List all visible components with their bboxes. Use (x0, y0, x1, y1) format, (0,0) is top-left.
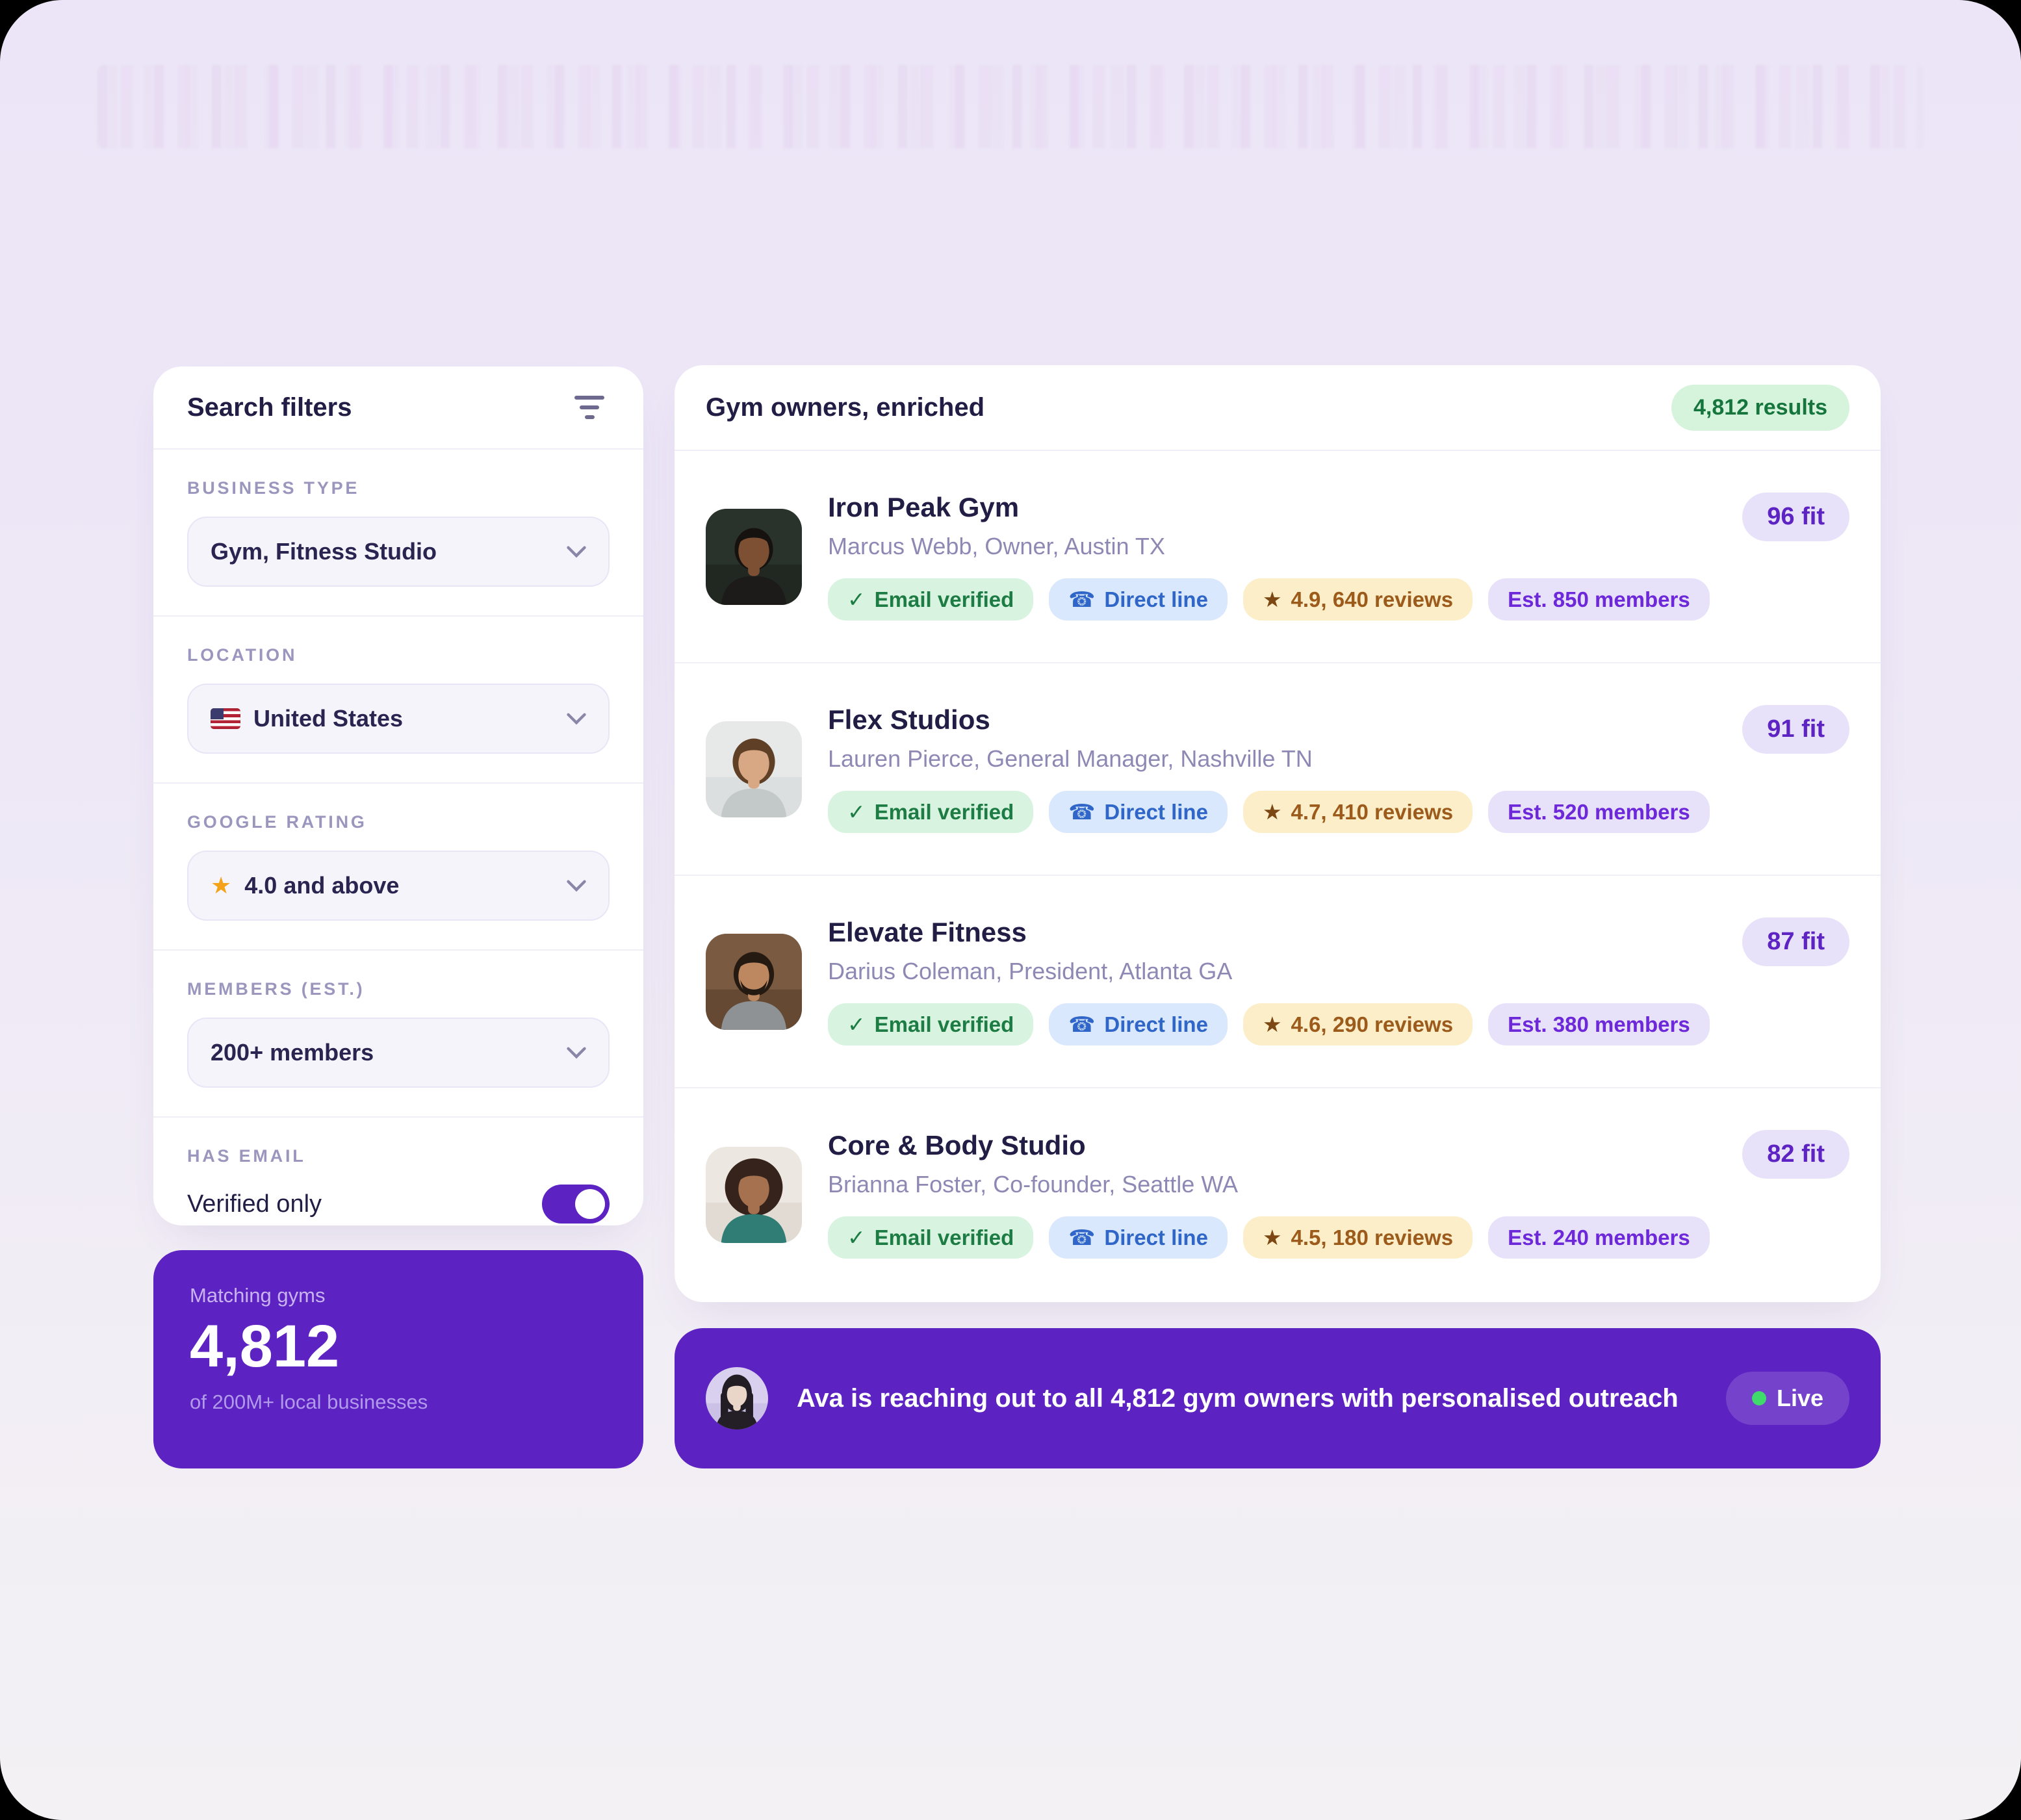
star-icon: ★ (1262, 1225, 1282, 1250)
matching-gyms-count: 4,812 (190, 1313, 340, 1379)
members-badge: Est. 380 members (1488, 1003, 1710, 1046)
members-value: 200+ members (211, 1039, 374, 1066)
members-badge: Est. 850 members (1488, 578, 1710, 621)
direct-line-badge: ☎ Direct line (1049, 1003, 1228, 1046)
avatar (706, 933, 802, 1030)
business-type-value: Gym, Fitness Studio (211, 538, 437, 565)
star-icon: ★ (1262, 1012, 1282, 1037)
filter-group-location: LOCATION United States (153, 617, 643, 784)
gym-owner-subtitle: Brianna Foster, Co-founder, Seattle WA (828, 1171, 1238, 1198)
fit-score-badge: 91 fit (1742, 705, 1849, 754)
check-icon: ✓ (847, 1225, 866, 1250)
gym-name: Elevate Fitness (828, 916, 1027, 947)
check-icon: ✓ (847, 587, 866, 612)
email-verified-badge: ✓ Email verified (828, 1003, 1034, 1046)
filter-label: BUSINESS TYPE (187, 478, 360, 498)
live-label: Live (1776, 1385, 1823, 1411)
filter-label: HAS EMAIL (187, 1146, 306, 1166)
star-icon: ★ (1262, 587, 1282, 612)
phone-icon: ☎ (1068, 1225, 1096, 1250)
phone-icon: ☎ (1068, 587, 1096, 612)
location-value: United States (253, 705, 404, 732)
fit-score-badge: 96 fit (1742, 493, 1849, 541)
filter-group-members: MEMBERS (EST.) 200+ members (153, 951, 643, 1118)
check-icon: ✓ (847, 1012, 866, 1037)
search-filters-panel: Search filters BUSINESS TYPE Gym, Fitnes… (153, 366, 643, 1225)
filter-label: MEMBERS (EST.) (187, 979, 365, 999)
matching-gyms-card: Matching gyms 4,812 of 200M+ local busin… (153, 1250, 643, 1468)
gym-name: Iron Peak Gym (828, 491, 1020, 522)
google-rating-select[interactable]: ★ 4.0 and above (187, 851, 610, 921)
direct-line-badge: ☎ Direct line (1049, 1216, 1228, 1259)
live-status-badge: Live (1725, 1372, 1849, 1425)
email-verified-badge: ✓ Email verified (828, 1216, 1034, 1259)
matching-gyms-label: Matching gyms (190, 1284, 326, 1307)
gym-list-item[interactable]: Iron Peak Gym Marcus Webb, Owner, Austin… (675, 451, 1881, 663)
avatar (706, 721, 802, 817)
gym-list-item[interactable]: Flex Studios Lauren Pierce, General Mana… (675, 663, 1881, 876)
members-badge: Est. 520 members (1488, 791, 1710, 834)
results-count-badge: 4,812 results (1671, 384, 1849, 431)
direct-line-badge: ☎ Direct line (1049, 578, 1228, 621)
live-dot-icon (1751, 1391, 1766, 1405)
filter-label: GOOGLE RATING (187, 812, 367, 832)
us-flag-icon (211, 708, 240, 729)
verified-only-label: Verified only (187, 1190, 322, 1218)
email-verified-badge: ✓ Email verified (828, 578, 1034, 621)
members-badge: Est. 240 members (1488, 1216, 1710, 1259)
chevron-down-icon (567, 546, 586, 558)
filter-funnel-icon[interactable] (569, 391, 610, 424)
gym-list-item[interactable]: Elevate Fitness Darius Coleman, Presiden… (675, 876, 1881, 1088)
gym-name: Flex Studios (828, 704, 990, 735)
search-filters-header: Search filters (153, 366, 643, 450)
search-filters-title: Search filters (187, 392, 352, 422)
filter-group-has-email: HAS EMAIL Verified only (153, 1118, 643, 1252)
results-header: Gym owners, enriched 4,812 results (675, 365, 1881, 451)
rating-badge: ★ 4.9, 640 reviews (1242, 578, 1473, 621)
ava-outreach-banner: Ava is reaching out to all 4,812 gym own… (675, 1328, 1881, 1468)
ava-avatar (706, 1367, 768, 1429)
direct-line-badge: ☎ Direct line (1049, 791, 1228, 834)
google-rating-value: 4.0 and above (244, 872, 400, 899)
rating-badge: ★ 4.5, 180 reviews (1242, 1216, 1473, 1259)
filter-group-business-type: BUSINESS TYPE Gym, Fitness Studio (153, 450, 643, 617)
fit-score-badge: 82 fit (1742, 1130, 1849, 1179)
gym-list-item[interactable]: Core & Body Studio Brianna Foster, Co-fo… (675, 1088, 1881, 1301)
phone-icon: ☎ (1068, 1012, 1096, 1037)
chevron-down-icon (567, 880, 586, 892)
avatar (706, 1146, 802, 1243)
location-select[interactable]: United States (187, 684, 610, 754)
email-verified-badge: ✓ Email verified (828, 791, 1034, 834)
filter-label: LOCATION (187, 645, 298, 665)
banner-text: Ava is reaching out to all 4,812 gym own… (797, 1384, 1679, 1413)
gym-owner-subtitle: Marcus Webb, Owner, Austin TX (828, 533, 1165, 560)
verified-only-toggle[interactable] (542, 1185, 610, 1224)
gym-owner-subtitle: Lauren Pierce, General Manager, Nashvill… (828, 745, 1313, 773)
business-type-select[interactable]: Gym, Fitness Studio (187, 517, 610, 587)
check-icon: ✓ (847, 800, 866, 825)
chevron-down-icon (567, 1047, 586, 1059)
fit-score-badge: 87 fit (1742, 917, 1849, 966)
phone-icon: ☎ (1068, 800, 1096, 825)
ghost-text-band (97, 65, 1924, 148)
rating-badge: ★ 4.7, 410 reviews (1242, 791, 1473, 834)
gym-owner-subtitle: Darius Coleman, President, Atlanta GA (828, 958, 1233, 985)
filter-group-google-rating: GOOGLE RATING ★ 4.0 and above (153, 784, 643, 951)
members-select[interactable]: 200+ members (187, 1018, 610, 1088)
chevron-down-icon (567, 713, 586, 725)
results-title: Gym owners, enriched (706, 392, 985, 422)
star-icon: ★ (1262, 800, 1282, 825)
results-panel: Gym owners, enriched 4,812 results Iron … (675, 365, 1881, 1302)
star-icon: ★ (211, 872, 232, 899)
matching-gyms-sublabel: of 200M+ local businesses (190, 1391, 428, 1413)
avatar (706, 508, 802, 605)
gym-name: Core & Body Studio (828, 1129, 1086, 1160)
rating-badge: ★ 4.6, 290 reviews (1242, 1003, 1473, 1046)
